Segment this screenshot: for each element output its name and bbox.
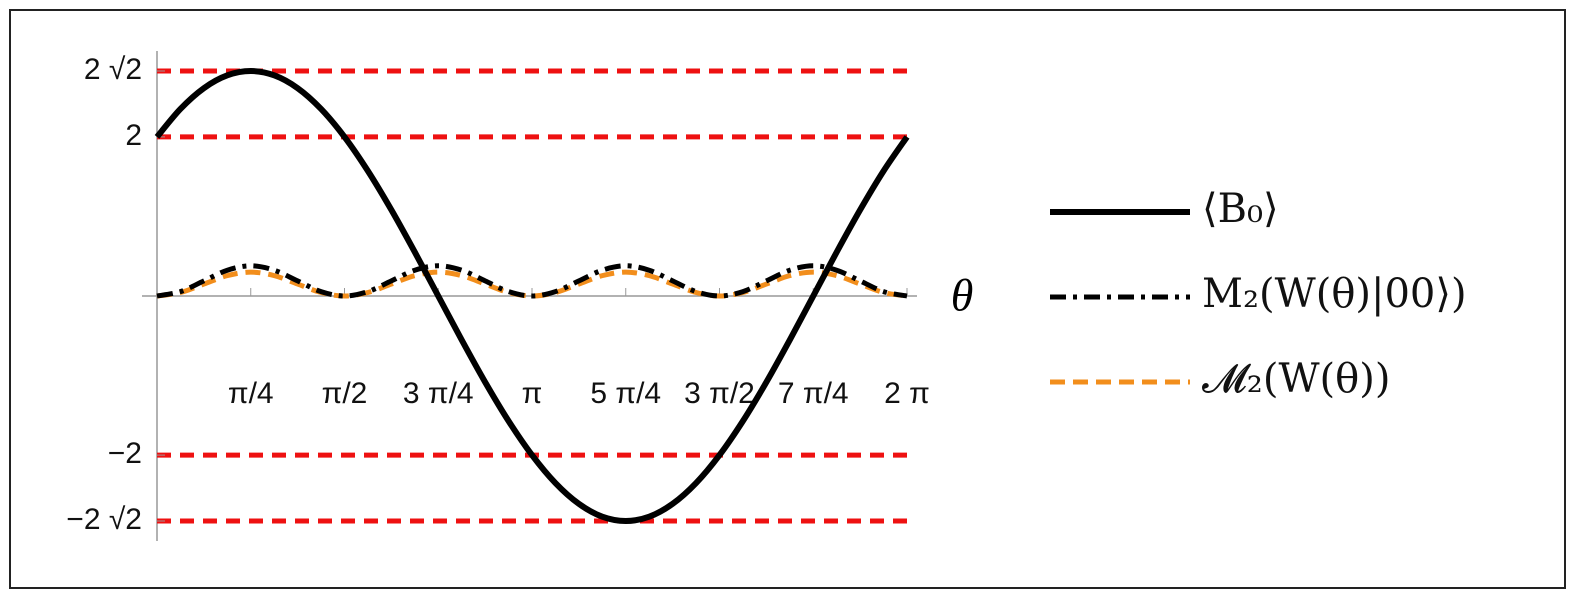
legend-label: 𝓜₂(W(θ)) [1202,356,1390,402]
x-tick-label: 3 π/4 [403,377,474,410]
legend-label: M₂(W(θ)|00⟩) [1202,271,1467,317]
x-tick-label: π/4 [228,377,274,410]
x-tick-label: 2 π [884,377,930,410]
series-line [156,269,908,299]
frame [9,9,1566,589]
series-line [154,67,910,525]
y-tick-label: 2 √2 [84,53,142,86]
y-tick-label: 2 [125,119,142,152]
x-tick-label: 3 π/2 [684,377,755,410]
y-tick-label: −2 √2 [66,503,142,536]
series-line [156,263,908,299]
y-tick-label: −2 [108,437,142,470]
x-tick-label: π [522,377,543,410]
x-tick-label: π/2 [322,377,368,410]
x-axis-label: θ [951,270,974,321]
x-tick-label: 5 π/4 [590,377,661,410]
legend-label: ⟨B₀⟩ [1202,186,1279,232]
x-tick-label: 7 π/4 [778,377,849,410]
